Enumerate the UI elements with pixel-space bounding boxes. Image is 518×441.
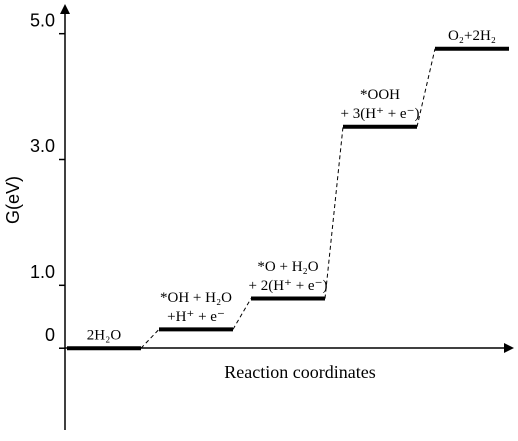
connector	[416, 48, 436, 127]
level-label: + 2(H⁺ + e⁻)	[249, 278, 328, 294]
level-label: 2H₂O	[87, 328, 122, 344]
level-label: *OOH	[360, 87, 400, 103]
x-axis-label: Reaction coordinates	[224, 362, 375, 382]
connector	[140, 329, 160, 349]
y-tick-label: 1.0	[30, 262, 55, 282]
y-axis-label: G(eV)	[3, 176, 23, 224]
y-tick-label: 0	[45, 325, 55, 345]
level-label: +H⁺ + e⁻	[167, 309, 225, 325]
level-label: + 3(H⁺ + e⁻)	[341, 106, 420, 122]
level-label: O₂+2H₂	[448, 28, 496, 44]
connector	[232, 298, 252, 330]
y-tick-label: 3.0	[30, 136, 55, 156]
connector	[324, 126, 344, 299]
level-label: *O + H₂O	[257, 259, 318, 275]
y-tick-label: 5.0	[30, 10, 55, 30]
level-label: *OH + H₂O	[160, 290, 232, 306]
